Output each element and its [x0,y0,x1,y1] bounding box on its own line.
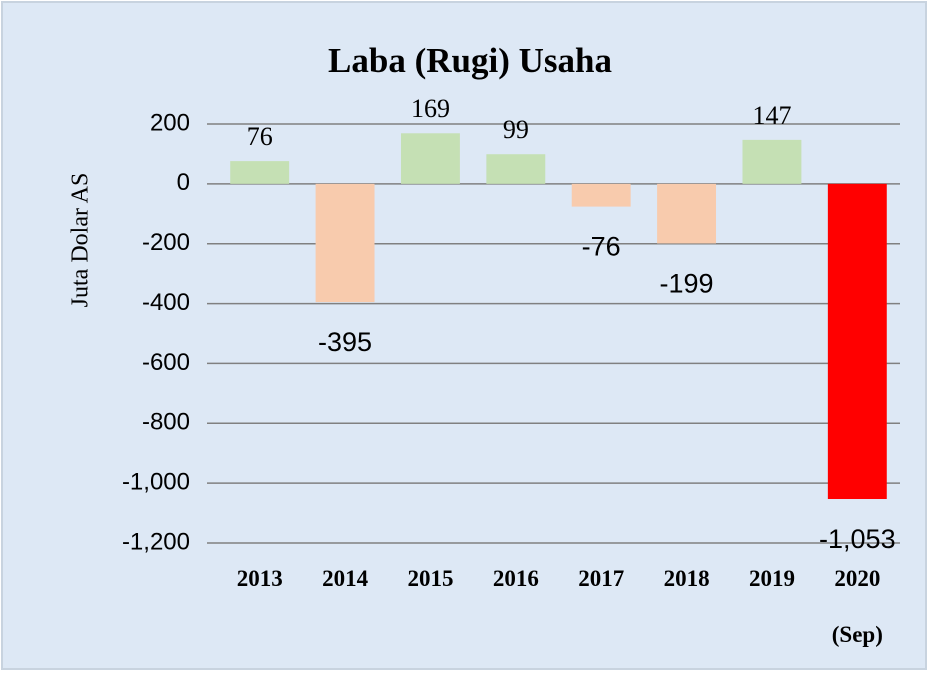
chart-title: Laba (Rugi) Usaha [328,41,612,80]
data-label: -76 [582,232,621,262]
data-label: -395 [318,327,372,357]
data-label: 76 [247,122,273,151]
x-tick-label: 2016 [492,566,539,591]
x-tick-label: 2014 [322,566,369,591]
bar [657,183,717,244]
y-tick-label: -1,200 [122,528,190,555]
bar [230,161,290,184]
y-tick-label: -800 [142,409,190,436]
y-tick-label: -200 [142,229,190,256]
y-axis-label: Juta Dolar AS [68,173,94,308]
x-tick-label: 2017 [578,566,625,591]
y-tick-label: -600 [142,349,190,376]
bar [742,139,802,184]
x-tick-label: 2018 [663,566,710,591]
y-tick-label: 0 [177,169,190,196]
bar [486,154,546,184]
y-tick-label: 200 [150,109,190,136]
bar [315,183,375,303]
x-tick-label: 2015 [407,566,454,591]
data-label: 169 [411,94,450,123]
data-label: -199 [660,269,714,299]
bar [827,183,887,500]
y-tick-label: -400 [142,289,190,316]
bar [571,183,631,207]
y-tick-label: -1,000 [122,468,190,495]
x-tick-label: 2020 (Sep) [831,566,883,647]
chart-background [1,1,927,670]
bar [400,133,460,184]
x-tick-label: 2019 [748,566,795,591]
data-label: 99 [503,115,529,144]
data-label: 147 [752,101,791,130]
data-label: -1,053 [819,524,896,554]
x-tick-label: 2013 [236,566,283,591]
